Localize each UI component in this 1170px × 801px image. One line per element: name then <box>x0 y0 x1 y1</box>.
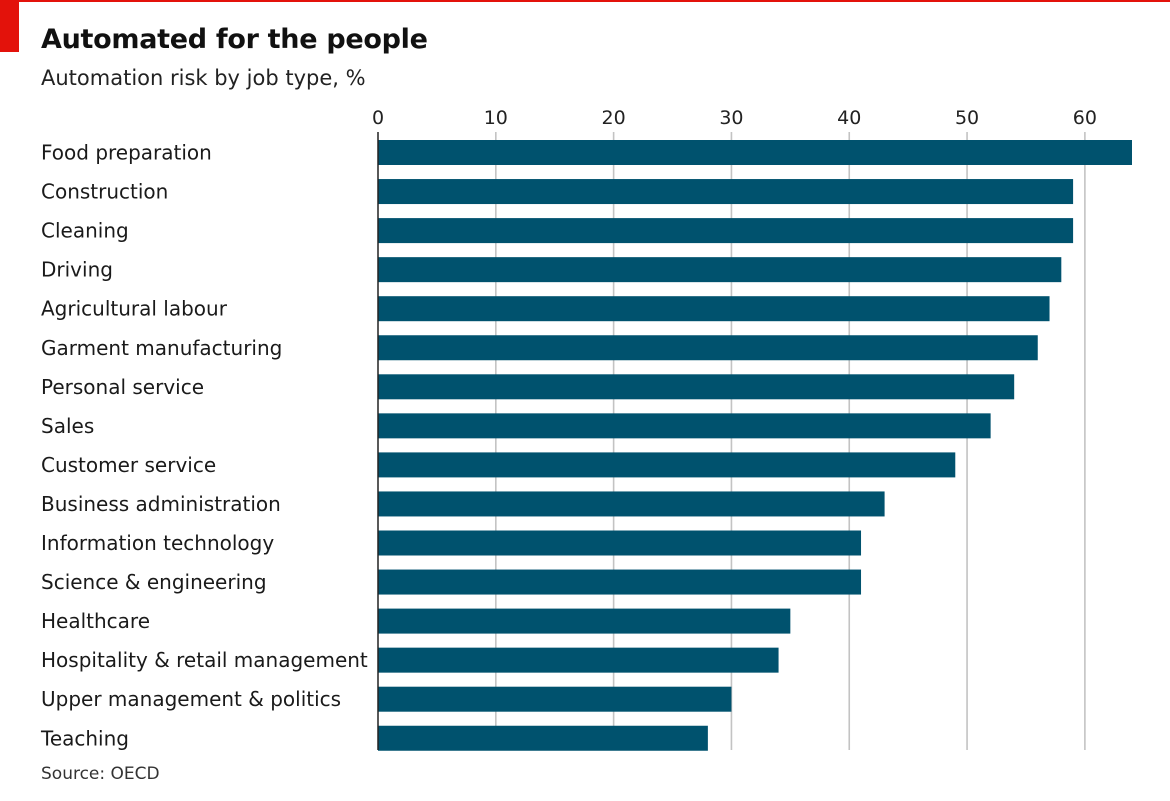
bar <box>378 491 885 517</box>
bar <box>378 218 1074 244</box>
category-label: Science & engineering <box>41 570 267 594</box>
chart-subtitle: Automation risk by job type, % <box>41 66 366 90</box>
bar <box>378 257 1062 283</box>
category-label: Cleaning <box>41 219 129 243</box>
x-tick-label: 40 <box>837 107 861 129</box>
category-label: Information technology <box>41 531 274 555</box>
category-label: Sales <box>41 414 94 438</box>
red-corner-tab <box>0 0 19 52</box>
x-tick-label: 10 <box>484 107 508 129</box>
bar <box>378 725 708 751</box>
bar <box>378 686 732 712</box>
x-tick-label: 60 <box>1073 107 1097 129</box>
x-tick-label: 30 <box>719 107 743 129</box>
bar <box>378 452 956 478</box>
bar <box>378 647 779 673</box>
category-label: Hospitality & retail management <box>41 648 368 672</box>
top-red-rule <box>0 0 1170 2</box>
bar <box>378 335 1038 361</box>
bar <box>378 569 862 595</box>
bar <box>378 179 1074 205</box>
bar <box>378 413 991 439</box>
chart-title: Automated for the people <box>41 24 428 55</box>
x-tick-label: 50 <box>955 107 979 129</box>
category-label: Agricultural labour <box>41 297 228 321</box>
bar <box>378 296 1050 322</box>
category-label: Personal service <box>41 375 204 399</box>
category-labels: Food preparation Construction Cleaning Driv… <box>40 141 368 751</box>
chart-source: Source: OECD <box>41 764 160 784</box>
x-tick-label: 20 <box>602 107 626 129</box>
category-label: Business administration <box>41 492 281 516</box>
x-tick-label: 0 <box>372 107 384 129</box>
bars <box>378 140 1132 751</box>
x-tick-labels: 0 10 20 30 40 50 60 <box>372 107 1097 129</box>
category-label: Upper management & politics <box>41 687 341 711</box>
bar <box>378 608 791 634</box>
bar <box>378 530 862 556</box>
category-label: Driving <box>41 258 113 282</box>
bar <box>378 374 1015 400</box>
category-label: Teaching <box>40 726 129 750</box>
category-label: Garment manufacturing <box>41 336 282 360</box>
category-label: Construction <box>41 180 168 204</box>
category-label: Healthcare <box>41 609 150 633</box>
bar <box>378 140 1132 165</box>
category-label: Food preparation <box>41 141 212 165</box>
category-label: Customer service <box>41 453 216 477</box>
